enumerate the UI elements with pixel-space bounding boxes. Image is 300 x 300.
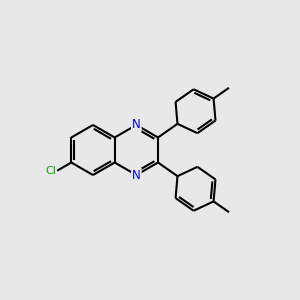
Text: N: N — [132, 169, 141, 182]
Text: Cl: Cl — [45, 166, 56, 176]
Text: N: N — [132, 118, 141, 131]
